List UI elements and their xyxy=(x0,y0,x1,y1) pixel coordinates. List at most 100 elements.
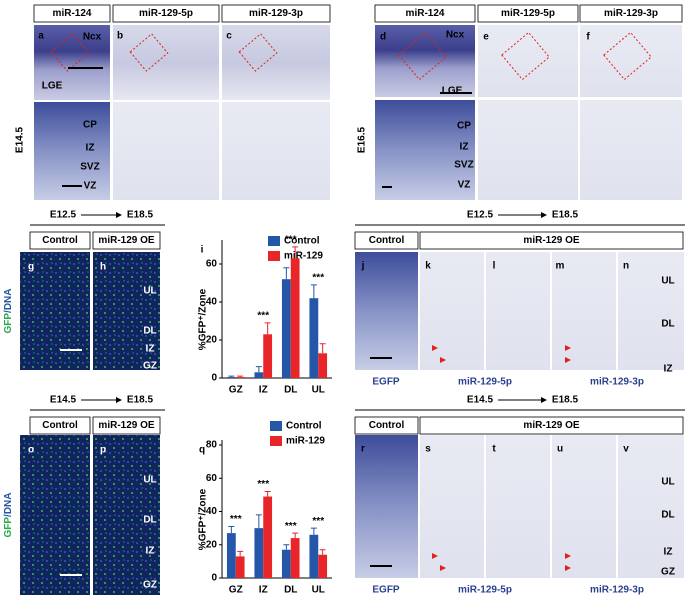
micrograph xyxy=(420,435,484,578)
label: miR-129-3p xyxy=(249,8,303,19)
panel-letter: t xyxy=(492,444,496,455)
bar xyxy=(281,549,291,578)
panel-letter: r xyxy=(361,444,365,455)
label: DL xyxy=(661,510,674,521)
error-bar xyxy=(310,527,317,535)
label: miR-124 xyxy=(53,8,92,19)
panel-letter: s xyxy=(425,444,431,455)
y-tick-label: 40 xyxy=(206,506,218,517)
stain-green: GFP xyxy=(3,313,14,334)
label: Ncx xyxy=(446,30,465,41)
red-arrow xyxy=(432,345,438,351)
significance: *** xyxy=(285,521,297,532)
legend-swatch xyxy=(270,436,282,446)
header-box xyxy=(477,4,579,23)
x-tick-label: UL xyxy=(312,585,325,596)
header-box xyxy=(92,231,161,250)
roi-box xyxy=(50,33,90,72)
bar xyxy=(318,353,328,378)
panel-letter: u xyxy=(557,444,563,455)
y-axis-label: %GFP⁺/Zone xyxy=(198,488,209,550)
micrograph xyxy=(478,25,578,97)
header-box xyxy=(221,4,331,23)
header-box xyxy=(29,416,91,435)
label: miR-129-5p xyxy=(458,377,512,388)
x-tick-label: UL xyxy=(312,385,325,396)
label: Control xyxy=(369,420,405,431)
timeline-from: E14.5 xyxy=(467,395,494,406)
label: IZ xyxy=(664,547,673,558)
arrow-head xyxy=(116,397,122,403)
panel-letter: h xyxy=(100,262,106,273)
y-tick-label: 0 xyxy=(211,373,217,384)
roi-box xyxy=(603,31,652,81)
panel-letter: a xyxy=(38,31,44,42)
label: IZ xyxy=(146,546,155,557)
y-tick-label: 60 xyxy=(206,473,218,484)
bar xyxy=(309,534,319,578)
error-bar xyxy=(255,514,262,529)
micrograph xyxy=(34,102,110,200)
label: IZ xyxy=(146,344,155,355)
label: DL xyxy=(143,326,156,337)
error-bar xyxy=(228,525,235,534)
micrograph xyxy=(486,435,550,578)
label: miR-129 OE xyxy=(98,420,154,431)
header-box xyxy=(354,231,419,250)
label: SVZ xyxy=(454,160,473,171)
error-bar xyxy=(292,532,299,539)
label: miR-129-5p xyxy=(458,585,512,596)
timeline-from: E14.5 xyxy=(50,395,77,406)
label: UL xyxy=(661,276,674,287)
legend-label: miR-129 xyxy=(286,436,325,447)
micrograph xyxy=(375,25,475,97)
micrograph xyxy=(34,25,110,100)
timeline-to: E18.5 xyxy=(127,395,154,406)
header-box xyxy=(112,4,220,23)
label: Control xyxy=(42,235,78,246)
red-arrow xyxy=(565,553,571,559)
label: Control xyxy=(369,235,405,246)
panel-letter: v xyxy=(623,444,629,455)
header-box xyxy=(579,4,683,23)
timeline-to: E18.5 xyxy=(552,395,579,406)
micrograph xyxy=(113,102,219,200)
panel-letter: e xyxy=(483,32,489,43)
label: DL xyxy=(661,319,674,330)
label: GZ xyxy=(143,580,157,591)
timeline-from: E12.5 xyxy=(467,210,494,221)
roi-box xyxy=(129,33,169,72)
error-bar xyxy=(228,375,235,378)
label: SVZ xyxy=(80,162,99,173)
panel-letter: b xyxy=(117,31,123,42)
bar xyxy=(226,377,236,378)
panel-letter: n xyxy=(623,261,629,272)
bar xyxy=(235,377,245,378)
error-bar xyxy=(283,544,290,550)
micrograph xyxy=(478,100,578,200)
red-arrow xyxy=(565,357,571,363)
panel-letter: k xyxy=(425,261,431,272)
micrograph xyxy=(580,25,682,97)
error-bar xyxy=(264,322,271,335)
micrograph xyxy=(552,435,616,578)
error-bar xyxy=(319,343,326,354)
x-tick-label: IZ xyxy=(259,385,268,396)
red-arrow xyxy=(565,345,571,351)
micrograph xyxy=(552,252,616,370)
label: LGE xyxy=(442,86,463,97)
header-box xyxy=(419,416,684,435)
bar xyxy=(263,496,273,578)
label: IZ xyxy=(460,142,469,153)
x-tick-label: GZ xyxy=(229,385,243,396)
label: UL xyxy=(143,475,156,486)
panel-letter: o xyxy=(28,445,34,456)
legend-swatch xyxy=(270,421,282,431)
panel-letter: i xyxy=(201,245,204,256)
label: Ncx xyxy=(83,32,102,43)
micrograph xyxy=(618,435,684,578)
significance: *** xyxy=(285,235,297,246)
x-tick-label: DL xyxy=(284,385,297,396)
red-arrow xyxy=(440,357,446,363)
y-tick-label: 80 xyxy=(206,440,218,451)
